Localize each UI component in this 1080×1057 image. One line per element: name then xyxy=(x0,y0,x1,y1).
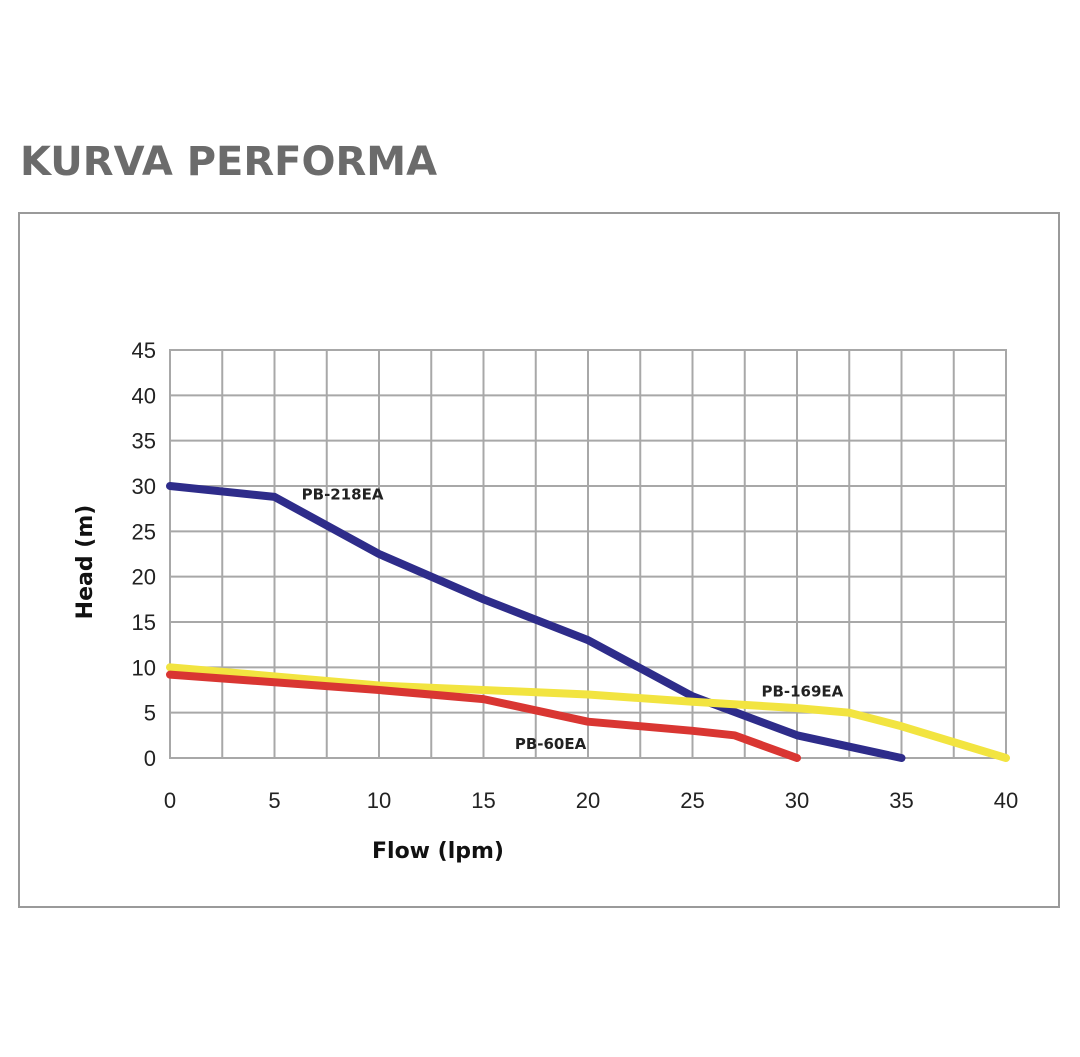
x-tick-label: 30 xyxy=(785,788,809,813)
chart-frame: 0 5 10 15 20 25 30 35 40 45 0 5 10 15 20 25 30 35 40 Flow … xyxy=(18,212,1060,908)
x-axis-title: Flow (lpm) xyxy=(372,839,504,864)
series-label-pb-169ea: PB-169EA xyxy=(761,682,843,700)
chart-series xyxy=(166,482,1010,762)
x-tick-label: 5 xyxy=(268,788,280,813)
performance-chart: 0 5 10 15 20 25 30 35 40 45 0 5 10 15 20 25 30 35 40 Flow … xyxy=(73,338,1019,864)
y-tick-label: 45 xyxy=(132,338,156,363)
x-tick-label: 25 xyxy=(680,788,704,813)
series-label-pb-60ea: PB-60EA xyxy=(515,735,587,753)
x-tick-label: 40 xyxy=(994,788,1018,813)
y-tick-label: 30 xyxy=(132,474,156,499)
y-tick-label: 15 xyxy=(132,610,156,635)
chart-labels: Flow (lpm) Head (m) PB-218EA PB-169EA PB-60E… xyxy=(73,486,844,864)
x-tick-label: 20 xyxy=(576,788,600,813)
y-tick-label: 0 xyxy=(144,746,156,771)
chart-ticks: 0 5 10 15 20 25 30 35 40 45 0 5 10 15 20 25 30 35 40 xyxy=(132,338,1019,813)
y-axis-title: Head (m) xyxy=(73,505,98,620)
y-tick-label: 20 xyxy=(132,565,156,590)
y-tick-label: 5 xyxy=(144,701,156,726)
x-tick-label: 35 xyxy=(889,788,913,813)
y-tick-label: 10 xyxy=(132,655,156,680)
y-tick-label: 25 xyxy=(132,519,156,544)
series-line-pb-60ea xyxy=(166,670,801,762)
x-tick-label: 15 xyxy=(471,788,495,813)
series-line-pb-169ea xyxy=(166,663,1010,762)
x-tick-label: 0 xyxy=(164,788,176,813)
x-tick-label: 10 xyxy=(367,788,391,813)
series-line-pb-218ea xyxy=(166,482,906,762)
series-label-pb-218ea: PB-218EA xyxy=(302,486,384,504)
y-tick-label: 35 xyxy=(132,429,156,454)
page-title: KURVA PERFORMA xyxy=(20,139,438,185)
y-tick-label: 40 xyxy=(132,383,156,408)
